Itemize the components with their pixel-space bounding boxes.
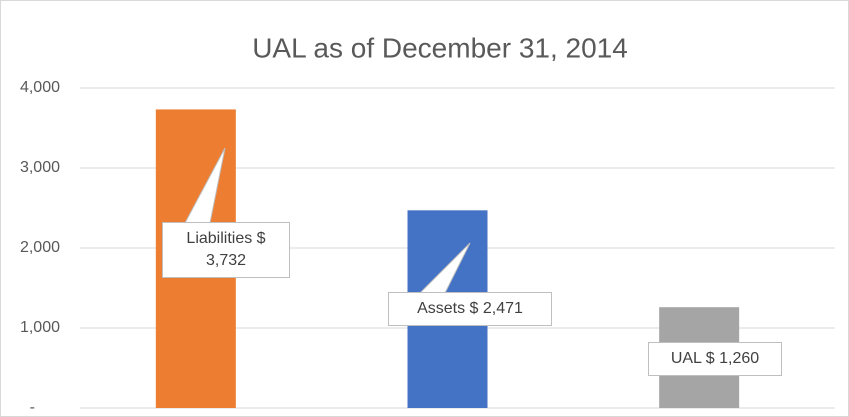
y-tick-label: 4,000 [20,79,60,96]
y-tick-label: 2,000 [20,239,60,256]
y-tick-label: 3,000 [20,159,60,176]
data-label: Assets $ 2,471 [388,292,552,326]
data-label: Liabilities $ 3,732 [162,222,290,278]
y-tick-label: - [30,399,35,416]
y-tick-label: 1,000 [20,319,60,336]
data-label: UAL $ 1,260 [648,342,782,376]
chart-title: UAL as of December 31, 2014 [252,32,628,63]
